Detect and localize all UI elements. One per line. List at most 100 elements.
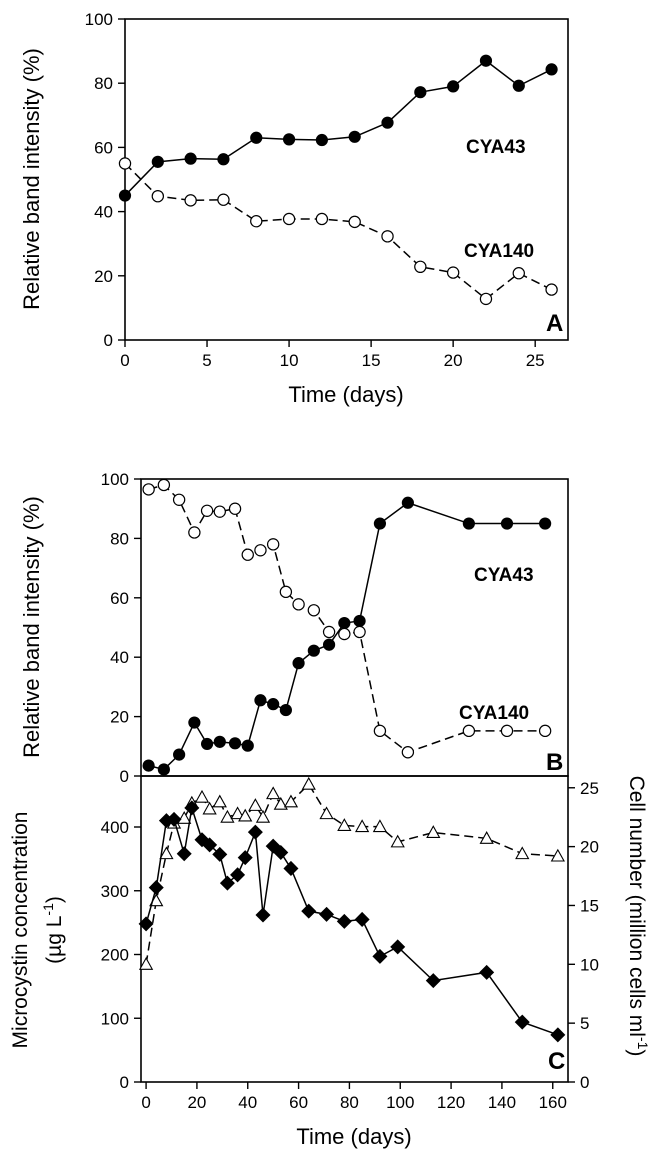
panel-a-y-tick-label-4: 80 [94, 74, 113, 93]
panel-c-series-cell-number-point-25 [515, 846, 530, 860]
panel-c-y-right-tick-label-4: 20 [580, 838, 599, 857]
panel-c-series-cell-number-point-11 [238, 808, 253, 822]
panel-c-right-ylabel-close: ) [625, 1049, 648, 1056]
panel-c-series-cell-number-point-13 [255, 809, 271, 823]
panel-a-y-tick-label-2: 40 [94, 203, 113, 222]
panel-b-series-cya43-point-0 [142, 759, 155, 772]
panel-c-xlabel: Time (days) [296, 1124, 411, 1149]
panel-b-series-cya140-point-18 [462, 724, 476, 738]
panel-a-y-tick-label-5: 100 [85, 10, 113, 29]
panel-a-x-tick-label-4: 20 [444, 351, 463, 370]
panel-a-x-tick-label-0: 0 [120, 351, 129, 370]
panel-b-y-tick-label-2: 40 [110, 648, 129, 667]
panel-c-x-tick-label-6: 120 [437, 1093, 465, 1112]
panel-a-series [118, 54, 558, 306]
panel-c-series-cell-number-point-19 [337, 818, 352, 831]
panel-a-series-cya140-point-13 [545, 283, 558, 296]
panel-c-series-cell-number-point-8 [212, 794, 227, 808]
panel-c-series [138, 776, 566, 1043]
panel-c-series-microcystin-point-17 [301, 903, 317, 919]
panel-a-series-cya43-point-9 [414, 86, 427, 99]
panel-b-series-cya140-line [148, 484, 546, 754]
panel-c-series-microcystin-point-9 [219, 875, 235, 891]
panel-a-x-tick-label-5: 25 [526, 351, 545, 370]
panel-c-series-microcystin-point-19 [336, 913, 352, 929]
panel-a-frame [124, 18, 569, 341]
panel-c-y-left-tick-label-2: 200 [101, 946, 129, 965]
panel-c-series-microcystin-point-18 [319, 906, 335, 922]
panel-c-y-right-tick-label-2: 10 [580, 955, 599, 974]
panel-c-x-tick-label-5: 100 [386, 1093, 414, 1112]
panel-c-series-microcystin-point-3 [166, 811, 182, 827]
panel-b-series-cya140-point-5 [213, 505, 226, 518]
panel-c-y-right-tick-label-3: 15 [580, 896, 599, 915]
panel-c-y-right-tick-label-5: 25 [580, 779, 599, 798]
panel-b-series-cya43-point-7 [241, 739, 254, 752]
panel-c-series-cell-number-point-9 [220, 809, 235, 823]
panel-c-series-microcystin-point-12 [247, 824, 263, 840]
panel-c-left-ylabel-line1: Microcystin concentration [9, 812, 32, 1049]
panel-c-series-microcystin-point-15 [273, 844, 289, 861]
panel-b-series-cya43-point-20 [539, 517, 552, 530]
panel-a-series-cya140-point-4 [250, 215, 263, 228]
panel-b-series-cya43-point-19 [500, 517, 514, 530]
panel-b-series-cya140-point-15 [353, 625, 366, 639]
panel-b-series-cya43-point-5 [213, 735, 226, 748]
panel-a-series-cya43-point-10 [447, 80, 460, 93]
panel-a-x-tick-label-1: 5 [202, 351, 211, 370]
panel-a-y-tick-label-0: 0 [104, 331, 113, 350]
panel-b-series-cya140-point-11 [292, 598, 305, 611]
panel-a-series-cya140-point-6 [315, 212, 329, 226]
panel-a-series-cya140-point-1 [151, 189, 165, 203]
panel-c-series-cell-number-point-0 [138, 956, 154, 970]
panel-c-series-microcystin-point-20 [354, 911, 370, 927]
panel-b-series-cya43-point-12 [307, 644, 320, 657]
panel-a-series-cya43-point-13 [545, 63, 558, 76]
panel-c-left-ylabel-close: ) [43, 896, 66, 903]
panel-a-ylabel: Relative band intensity (%) [19, 48, 44, 310]
panel-a-y-tick-label-3: 60 [94, 138, 113, 157]
panel-c-series-cell-number-point-26 [550, 848, 565, 862]
panel-b-letter: B [546, 749, 563, 776]
panel-c-y-left-tick-label-0: 0 [120, 1073, 129, 1092]
panel-a-axes: 0 20 40 60 80 100 0 5 10 15 20 25 [85, 10, 545, 370]
panel-c-x-tick-label-1: 20 [187, 1093, 206, 1112]
panel-a-series-cya43-point-6 [315, 133, 328, 147]
panel-c-frame [140, 775, 569, 1083]
panel-b-series-cya140-point-6 [228, 502, 242, 515]
panel-b-series-cya43-point-9 [267, 698, 280, 711]
panel-c-letter: C [548, 1048, 565, 1075]
panel-c-series-cell-number-point-15 [273, 796, 288, 810]
panel-c-series-microcystin-point-23 [425, 973, 441, 989]
panel-a-letter: A [546, 310, 563, 337]
panel-c-left-ylabel-unit: (µg L [43, 916, 66, 964]
panel-b-label-cya43: CYA43 [474, 565, 534, 586]
panel-c-series-microcystin-point-4 [176, 846, 192, 862]
panel-c-y-right-tick-label-0: 0 [580, 1073, 589, 1092]
panel-b-series-cya140-point-0 [142, 483, 155, 496]
panel-c-series-cell-number-point-24 [479, 831, 494, 844]
panel-c-left-ylabel-sup: -1 [40, 903, 56, 916]
panel-b-series-cya140-point-10 [279, 585, 293, 599]
panel-b-series-cya43-point-14 [338, 616, 351, 630]
panel-a-series-cya43-point-2 [184, 152, 197, 165]
panel-a-label-cya43: CYA43 [466, 137, 526, 158]
panel-a-series-cya140-point-9 [414, 260, 427, 274]
panel-a: 0 20 40 60 80 100 0 5 10 15 20 25 Relative band int… [19, 10, 569, 407]
panel-c-x-tick-label-4: 80 [340, 1093, 359, 1112]
panel-c-y-left-tick-label-1: 100 [101, 1009, 129, 1028]
panel-b-series-cya43-point-17 [401, 496, 414, 509]
panel-c-series-cell-number-point-10 [230, 806, 245, 820]
panel-b-series-cya140-point-19 [500, 724, 514, 738]
panel-b-series-cya140-point-20 [538, 724, 552, 738]
panel-c-x-tick-label-3: 60 [289, 1093, 308, 1112]
panel-c-series-cell-number-point-14 [266, 786, 281, 800]
panel-c-right-ylabel-sup: -1 [635, 1037, 651, 1050]
panel-a-series-cya43-point-11 [479, 54, 493, 67]
panel-c-series-cell-number-point-2 [159, 846, 174, 860]
panel-b-series-cya140-point-2 [172, 493, 186, 506]
panel-b-series-cya43-point-13 [322, 638, 336, 651]
panel-a-series-cya140-point-11 [479, 292, 493, 306]
panel-b-series-cya43-point-15 [353, 614, 366, 628]
panel-c-right-ylabel-text: Cell number (million cells ml [625, 776, 648, 1037]
